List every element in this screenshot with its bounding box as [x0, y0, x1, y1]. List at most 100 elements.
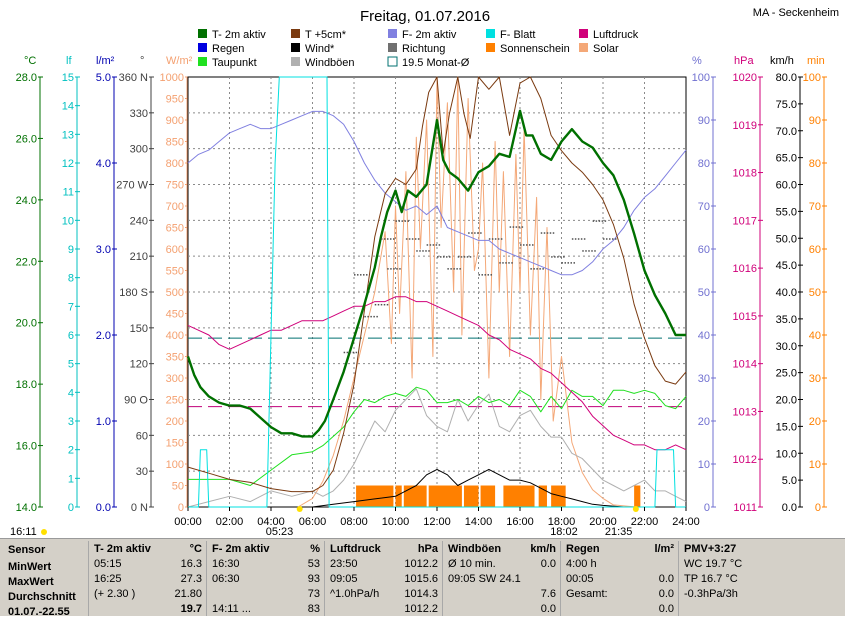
column-title: Regen: [566, 543, 600, 555]
direction-mark: [601, 220, 604, 222]
direction-mark: [457, 256, 460, 258]
axis-tick-label: 180 S: [119, 287, 148, 299]
axis-tick-label: 250: [166, 395, 184, 407]
stats-value: 83: [307, 603, 320, 615]
axis-tick-label: 240: [130, 215, 148, 227]
direction-mark: [552, 232, 555, 234]
axis-min: min 0 10 20 30 40 50 60 70 80 90 100: [803, 55, 827, 514]
direction-mark: [393, 268, 395, 270]
axis-tick-label: 650: [166, 223, 184, 235]
sunshine-bar: [551, 485, 566, 507]
direction-mark: [383, 303, 386, 306]
direction-mark: [355, 351, 358, 354]
row-label-sensor: Sensor: [8, 544, 46, 556]
axis-tick-label: 28.0: [16, 72, 37, 84]
direction-mark: [357, 274, 359, 276]
axis-tick-label: 200: [166, 416, 184, 428]
axis-unit: km/h: [770, 55, 794, 67]
axis-tick-label: 16.0: [16, 441, 37, 453]
legend-label: F- Blatt: [500, 29, 535, 41]
direction-mark: [515, 226, 518, 228]
stats-row: 1012.2: [330, 602, 438, 617]
axis-tick-label: 20: [698, 416, 710, 428]
direction-mark: [440, 256, 442, 258]
axis-tick-label: 50.0: [776, 233, 797, 245]
axis-unit: hPa: [734, 55, 754, 67]
axis-tick-label: 30: [809, 373, 821, 385]
axis-tick-label: 1014: [733, 359, 757, 371]
axis-tick-label: 40: [809, 330, 821, 342]
column-unit: km/h: [530, 543, 556, 555]
direction-mark: [478, 274, 480, 276]
stats-row: WC 19.7 °C: [684, 557, 792, 572]
direction-mark: [349, 351, 352, 354]
direction-mark: [380, 303, 383, 306]
direction-mark: [373, 315, 375, 318]
column-title: F- 2m aktiv: [212, 543, 270, 555]
axis-tick-label: 10.0: [776, 448, 797, 460]
direction-mark: [366, 274, 368, 276]
direction-mark: [549, 232, 552, 234]
direction-mark: [532, 244, 534, 246]
axis-°C: °C 14.0 16.0 18.0 20.0 22.0 24.0 26.0 28.0: [16, 55, 43, 514]
direction-mark: [540, 232, 543, 234]
axis-tick-label: 24.0: [16, 195, 37, 207]
row-label-avg: Durchschnitt: [8, 591, 76, 603]
axis-tick-label: 20.0: [776, 395, 797, 407]
direction-mark: [529, 244, 531, 246]
column-unit: hPa: [417, 543, 438, 555]
stats-value: 0.0: [540, 558, 556, 570]
legend-item: Solar: [579, 43, 619, 55]
column-separator: [560, 541, 561, 616]
direction-mark: [398, 220, 400, 222]
x-axis: 00:00 02:00 04:00 06:00 08:00 10:00 12:00 14:00…: [174, 507, 700, 528]
stats-row: 16:30 53: [212, 557, 320, 572]
axis-tick-label: 14.0: [16, 502, 37, 514]
legend-item: T- 2m aktiv: [198, 29, 266, 41]
stats-column: Regen l/m² 4:00 h 00:05 0.0 Gesamt: 0.0 0.0: [566, 543, 674, 617]
column-separator: [324, 541, 325, 616]
direction-mark: [499, 262, 501, 264]
x-tick-label: 04:00: [257, 516, 285, 528]
direction-mark: [346, 351, 349, 354]
legend-label: T- 2m aktiv: [212, 29, 266, 41]
axis-tick-label: 1.0: [96, 416, 111, 428]
direction-mark: [363, 274, 365, 276]
series-taupunkt: [188, 386, 687, 486]
direction-mark: [588, 250, 590, 252]
legend-item: F- 2m aktiv: [388, 29, 457, 41]
legend-label: Richtung: [402, 43, 445, 55]
stats-label: -0.3hPa/3h: [684, 588, 738, 600]
x-tick-label: 08:00: [340, 516, 368, 528]
direction-mark: [429, 244, 432, 246]
axis-tick-label: 65.0: [776, 153, 797, 165]
axis-tick-label: 8: [68, 273, 74, 285]
stats-column: F- 2m aktiv% 16:30 53 06:30 93 73 14:11 ... 83: [212, 543, 320, 617]
axis-unit: °: [140, 55, 144, 67]
axis-tick-label: 10: [62, 215, 74, 227]
sunshine-bar: [428, 485, 462, 507]
axis-tick-label: 18.0: [16, 379, 37, 391]
stats-label: TP 16.7 °C: [684, 573, 738, 585]
direction-mark: [447, 268, 449, 270]
column-title: T- 2m aktiv: [94, 543, 151, 555]
direction-mark: [364, 315, 366, 318]
axis-tick-label: 4: [68, 387, 74, 399]
axis-tick-label: 5.0: [782, 475, 797, 487]
series-solar: [297, 76, 637, 508]
direction-mark: [592, 220, 595, 222]
legend-item: T +5cm*: [291, 29, 347, 41]
axis-tick-label: 1020: [733, 72, 757, 84]
direction-mark: [609, 238, 611, 240]
stats-panel: Sensor MinWert MaxWert Durchschnitt 01.0…: [0, 538, 845, 618]
direction-mark: [585, 250, 587, 252]
stats-label: 06:30: [212, 573, 240, 585]
legend-label: Regen: [212, 43, 244, 55]
legend-item: Wind*: [291, 43, 335, 55]
axis-tick-label: 1017: [733, 215, 757, 227]
row-label-max: MaxWert: [8, 576, 54, 588]
stats-column: T- 2m aktiv °C 05:15 16.3 16:25 27.3 (+ 2.30 )…: [94, 543, 202, 617]
series-f-2m-aktiv: [187, 110, 687, 276]
stats-value: 1012.2: [404, 603, 438, 615]
direction-mark: [511, 262, 513, 264]
